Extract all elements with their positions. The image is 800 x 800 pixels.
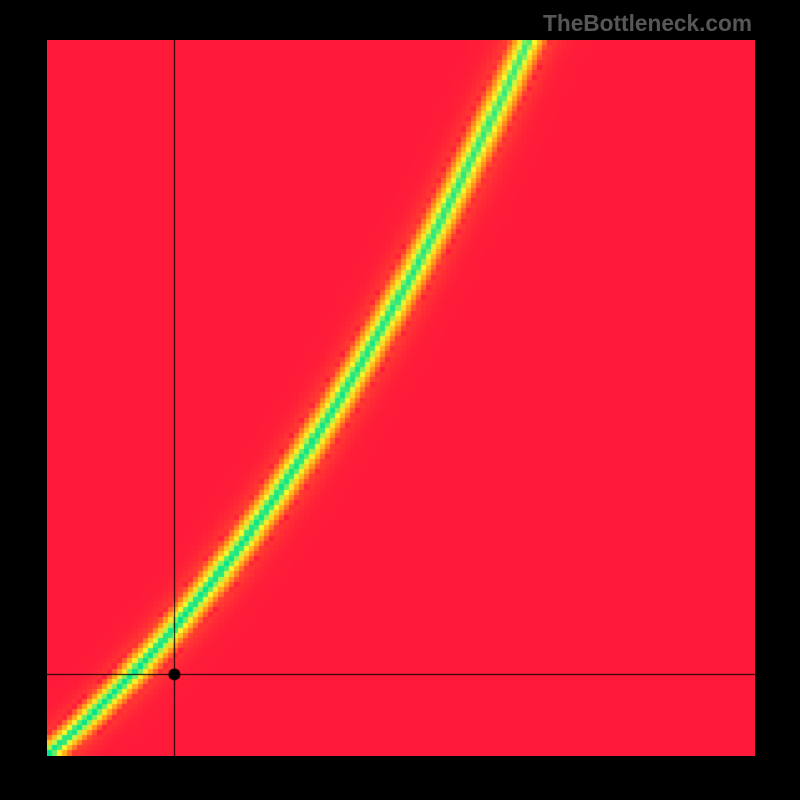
bottleneck-heatmap — [47, 40, 755, 756]
chart-container: TheBottleneck.com — [0, 0, 800, 800]
attribution-text: TheBottleneck.com — [543, 10, 752, 37]
